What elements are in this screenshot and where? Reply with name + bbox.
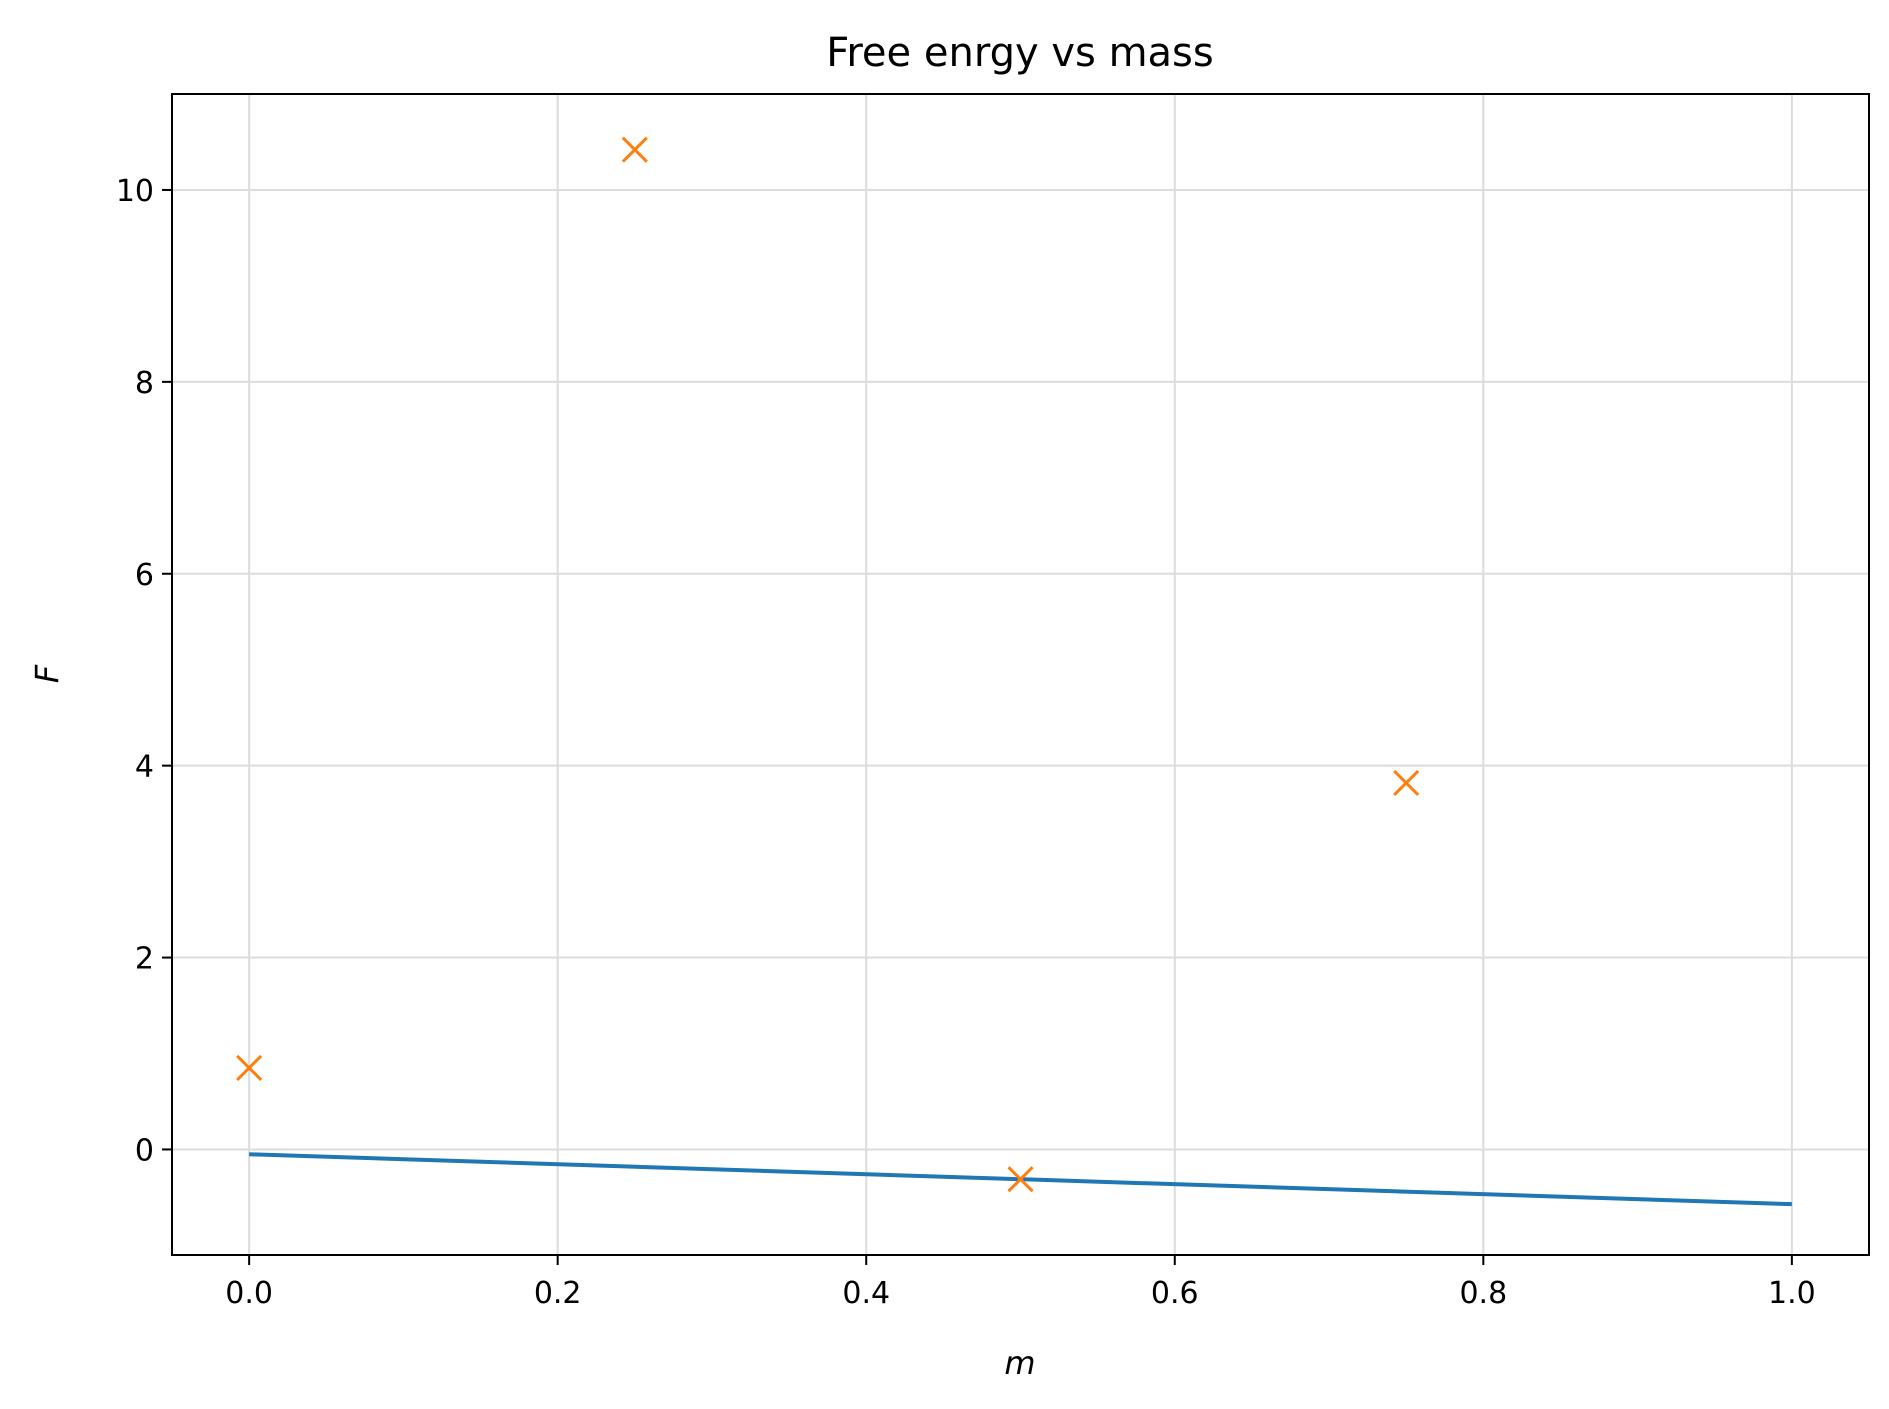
grid-lines: [172, 94, 1869, 1255]
y-tick-label: 0: [135, 1133, 154, 1168]
y-axis: 0 2 4 6 8 10: [116, 174, 172, 1168]
chart-title: Free enrgy vs mass: [826, 30, 1213, 76]
x-axis: 0.0 0.2 0.4 0.6 0.8 1.0: [225, 1255, 1816, 1311]
x-tick-label: 0.6: [1151, 1276, 1199, 1311]
y-tick-label: 8: [135, 366, 154, 401]
x-tick-label: 0.8: [1459, 1276, 1507, 1311]
scatter-point: [236, 1054, 263, 1081]
y-tick-label: 6: [135, 558, 154, 593]
y-tick-label: 2: [135, 942, 154, 977]
x-tick-label: 0.0: [225, 1276, 273, 1311]
x-tick-label: 1.0: [1768, 1276, 1816, 1311]
scatter-point: [621, 136, 648, 163]
x-tick-label: 0.2: [534, 1276, 582, 1311]
y-axis-title: F: [28, 664, 66, 683]
plot-frame: [171, 93, 1870, 1256]
scatter-point: [1393, 769, 1420, 796]
y-tick-label: 4: [135, 750, 154, 785]
x-tick-label: 0.4: [842, 1276, 890, 1311]
y-tick-label: 10: [116, 174, 154, 209]
scatter-point: [1007, 1166, 1034, 1193]
plot-area: [236, 136, 1792, 1207]
x-axis-title: m: [1004, 1344, 1035, 1382]
